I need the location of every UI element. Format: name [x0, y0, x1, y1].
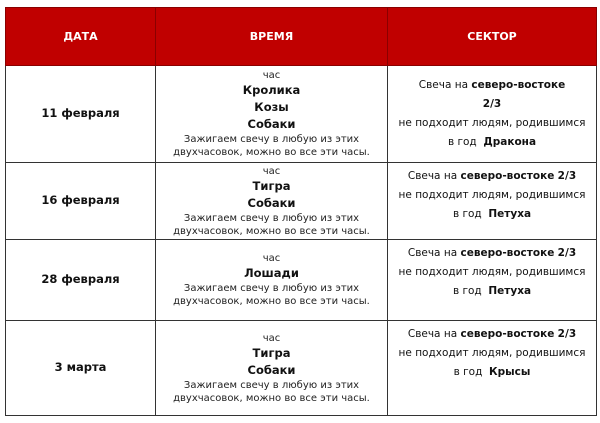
sector-warning: не подходит людям, родившимся [398, 347, 586, 359]
sector-cell: Свеча на северо-востоке 2/3 не подходит л… [387, 162, 597, 240]
sector-year: в год Петуха [388, 282, 596, 301]
sector-warning: не подходит людям, родившимся [398, 266, 586, 278]
sector-warning: не подходит людям, родившимся [398, 189, 586, 201]
time-prefix: час [262, 332, 281, 344]
date-cell: 28 февраля [5, 239, 156, 321]
header-sector: СЕКТОР [387, 7, 597, 66]
sector-year-prefix: в год [453, 366, 483, 378]
time-prefix: час [262, 165, 281, 177]
time-cell: час Лошади Зажигаем свечу в любую из этих д… [155, 239, 388, 321]
hour-name: Тигра [252, 178, 291, 193]
hour-name: Козы [254, 100, 289, 114]
sector-year: в год Крысы [388, 363, 596, 382]
sector-prefix: Свеча на [407, 247, 458, 259]
hour-name: Лошади [244, 266, 299, 280]
sector-year-prefix: в год [452, 208, 482, 220]
sector-year: в год Петуха [388, 205, 596, 224]
sector-year-animal: Крысы [489, 366, 531, 378]
note-line: двухчасовок, можно во все эти часы. [173, 147, 370, 158]
sector-year-prefix: в год [447, 136, 477, 148]
sector-direction: северо-востоке [460, 170, 555, 182]
time-cell: час Тигра Собаки Зажигаем свечу в любую из … [155, 162, 388, 240]
sector-cell: Свеча на северо-востоке 2/3 не подходит лю… [387, 65, 597, 163]
table-row: 16 февраля час Тигра Собаки Зажигаем свечу в… [5, 162, 597, 240]
table-row: 11 февраля час Кролика Козы Собаки Зажигаем с… [5, 65, 597, 163]
sector-prefix: Свеча на [407, 170, 458, 182]
note-line: Зажигаем свечу в любую из этих [183, 283, 360, 294]
sector-direction: северо-востоке [460, 328, 555, 340]
note-line: двухчасовок, можно во все эти часы. [173, 225, 370, 237]
sector-fraction: 2/3 [557, 247, 577, 259]
sector-fraction: 2/3 [482, 98, 502, 110]
header-row: ДАТА ВРЕМЯ СЕКТОР [5, 7, 597, 66]
sector-direction: северо-востоке [471, 79, 566, 91]
hour-name: Тигра [252, 345, 291, 360]
time-prefix: час [262, 253, 281, 264]
date-cell: 11 февраля [5, 65, 156, 163]
sector-line: Свеча на северо-востоке 2/3 [388, 325, 596, 344]
sector-line: Свеча на северо-востоке [388, 76, 596, 95]
candle-schedule-table: ДАТА ВРЕМЯ СЕКТОР 11 февраля час Кролика Ко… [5, 7, 597, 416]
sector-fraction: 2/3 [557, 170, 577, 182]
note-line: Зажигаем свечу в любую из этих [183, 134, 360, 145]
hour-name: Собаки [247, 117, 296, 131]
hour-name: Собаки [247, 362, 296, 377]
sector-line: Свеча на северо-востоке 2/3 [388, 244, 596, 263]
date-cell: 3 марта [5, 320, 156, 416]
note-line: Зажигаем свечу в любую из этих [183, 212, 360, 224]
sector-prefix: Свеча на [418, 79, 469, 91]
sector-prefix: Свеча на [407, 328, 458, 340]
sector-year-prefix: в год [452, 285, 482, 297]
note-line: двухчасовок, можно во все эти часы. [173, 296, 370, 307]
table-row: 3 марта час Тигра Собаки Зажигаем свечу в лю… [5, 320, 597, 416]
sector-fraction: 2/3 [557, 328, 577, 340]
header-time: ВРЕМЯ [155, 7, 388, 66]
time-cell: час Тигра Собаки Зажигаем свечу в любую из … [155, 320, 388, 416]
sector-year-animal: Дракона [483, 136, 537, 148]
note-line: Зажигаем свечу в любую из этих [183, 379, 360, 391]
time-prefix: час [262, 70, 281, 81]
sector-line: Свеча на северо-востоке 2/3 [388, 167, 596, 186]
header-date: ДАТА [5, 7, 156, 66]
sector-warning: не подходит людям, родившимся [398, 117, 586, 129]
hour-name: Собаки [247, 195, 296, 210]
sector-direction: северо-востоке [460, 247, 555, 259]
time-cell: час Кролика Козы Собаки Зажигаем свечу в люб… [155, 65, 388, 163]
table-row: 28 февраля час Лошади Зажигаем свечу в любу… [5, 239, 597, 321]
note-line: двухчасовок, можно во все эти часы. [173, 392, 370, 404]
sector-year-animal: Петуха [488, 285, 532, 297]
hour-name: Кролика [242, 83, 301, 97]
sector-year-animal: Петуха [488, 208, 532, 220]
date-cell: 16 февраля [5, 162, 156, 240]
sector-cell: Свеча на северо-востоке 2/3 не подходит л… [387, 320, 597, 416]
sector-cell: Свеча на северо-востоке 2/3 не подходит л… [387, 239, 597, 321]
sector-year: в год Дракона [388, 133, 596, 152]
